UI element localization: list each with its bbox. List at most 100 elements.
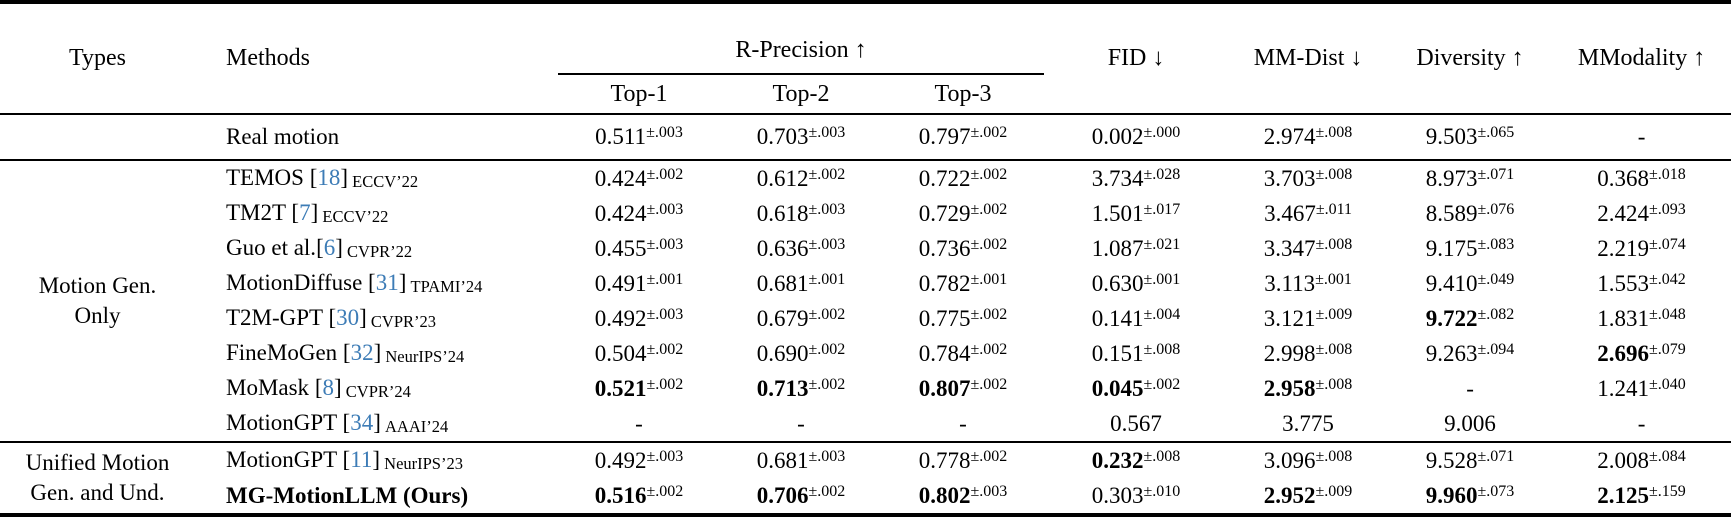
col-header-top2: Top-2 — [772, 80, 830, 107]
std-dev-superscript: ±.159 — [1649, 482, 1686, 500]
cell-mm-dist: 2.998±.008 — [1228, 336, 1388, 371]
metric-value: 9.960 — [1425, 482, 1478, 508]
cell-fid: 1.087±.021 — [1044, 231, 1228, 266]
method-name: MotionGPT — [226, 447, 337, 472]
cell-mmodality: 0.368±.018 — [1552, 160, 1731, 196]
metric-value: 3.467 — [1264, 200, 1316, 226]
table-row: MG-MotionLLM (Ours) 0.516±.002 0.706±.002 0… — [0, 478, 1731, 515]
std-dev-superscript: ±.002 — [970, 200, 1008, 218]
metric-value: 9.006 — [1444, 410, 1496, 436]
col-header-mm-dist: MM-Dist ↓ — [1253, 45, 1363, 71]
citation-link[interactable]: 8 — [322, 375, 334, 400]
col-header-types: Types — [69, 45, 126, 71]
citation-link[interactable]: 7 — [299, 200, 311, 225]
cell-top3: 0.729±.002 — [882, 196, 1044, 231]
cell-mm-dist: 3.347±.008 — [1228, 231, 1388, 266]
std-dev-superscript: ±.008 — [1315, 375, 1353, 393]
type-label — [0, 114, 195, 160]
std-dev-superscript: ±.002 — [808, 165, 846, 183]
metric-value: 0.141 — [1091, 305, 1144, 331]
table-header: Types Methods R-Precision ↑ FID ↓ MM-Dis… — [0, 2, 1731, 114]
std-dev-superscript: ±.074 — [1649, 235, 1686, 253]
cell-top1: 0.492±.003 — [558, 301, 720, 336]
metric-value: 1.087 — [1091, 235, 1144, 261]
metric-value: 0.232 — [1091, 447, 1144, 473]
citation-link[interactable]: 32 — [350, 340, 374, 365]
std-dev-superscript: ±.000 — [1143, 124, 1181, 141]
citation-link[interactable]: 30 — [336, 305, 360, 330]
cell-diversity: 9.175±.083 — [1388, 231, 1552, 266]
table-row: TM2T [7] ECCV’22 0.424±.003 0.618±.003 0.72… — [0, 196, 1731, 231]
metric-value: 1.501 — [1091, 200, 1144, 226]
metric-value: 0.681 — [756, 447, 809, 473]
citation-link[interactable]: 34 — [350, 410, 374, 435]
venue-label: CVPR’24 — [341, 382, 411, 401]
std-dev-superscript: ±.002 — [1143, 375, 1181, 393]
metric-value: - — [635, 410, 643, 436]
cell-mm-dist: 3.467±.011 — [1228, 196, 1388, 231]
metric-value: - — [797, 410, 805, 436]
cell-top3: 0.782±.001 — [882, 266, 1044, 301]
std-dev-superscript: ±.002 — [808, 375, 846, 393]
venue-label: AAAI’24 — [380, 417, 449, 436]
metric-value: 0.492 — [594, 447, 647, 473]
method-name: MoMask — [226, 375, 310, 400]
std-dev-superscript: ±.002 — [808, 305, 846, 323]
citation-link[interactable]: 6 — [323, 235, 336, 260]
metric-value: 9.263 — [1425, 340, 1478, 366]
cell-top3: 0.722±.002 — [882, 160, 1044, 196]
citation-link[interactable]: 31 — [375, 270, 399, 295]
cell-mmodality: 2.219±.074 — [1552, 231, 1731, 266]
std-dev-superscript: ±.001 — [1143, 270, 1181, 288]
cell-fid: 0.002±.000 — [1044, 114, 1228, 160]
cell-diversity: 8.973±.071 — [1388, 160, 1552, 196]
table-row: MoMask [8] CVPR’24 0.521±.002 0.713±.002 0.… — [0, 371, 1731, 406]
std-dev-superscript: ±.040 — [1649, 375, 1686, 393]
std-dev-superscript: ±.008 — [1315, 124, 1353, 141]
method-cell: MotionGPT [34] AAAI’24 — [226, 410, 449, 436]
citation-link[interactable]: 18 — [317, 165, 341, 190]
table-body: Real motion 0.511±.003 0.703±.003 0.797±.00… — [0, 114, 1731, 515]
cell-top2: 0.679±.002 — [720, 301, 882, 336]
metric-value: 0.713 — [756, 375, 809, 401]
metric-value: 3.734 — [1091, 165, 1144, 191]
col-header-top3: Top-3 — [934, 80, 992, 107]
cell-top1: 0.516±.002 — [558, 478, 720, 515]
cell-top1: 0.521±.002 — [558, 371, 720, 406]
table-row: MotionDiffuse [31] TPAMI’24 0.491±.001 0.6… — [0, 266, 1731, 301]
cell-top2: 0.690±.002 — [720, 336, 882, 371]
metric-value: 0.492 — [594, 305, 647, 331]
std-dev-superscript: ±.008 — [1315, 165, 1353, 183]
metric-value: 0.736 — [918, 235, 971, 261]
col-header-r-precision: R-Precision ↑ — [558, 2, 1045, 75]
cell-top2: - — [720, 406, 882, 442]
cell-mm-dist: 3.113±.001 — [1228, 266, 1388, 301]
metric-value: 3.347 — [1263, 235, 1316, 261]
metric-value: 3.703 — [1263, 165, 1316, 191]
cell-fid: 0.567 — [1044, 406, 1228, 442]
std-dev-superscript: ±.071 — [1477, 447, 1515, 465]
metric-value: 0.630 — [1091, 270, 1144, 296]
metric-value: 0.504 — [594, 340, 647, 366]
cell-mmodality: 2.424±.093 — [1552, 196, 1731, 231]
std-dev-superscript: ±.093 — [1649, 200, 1686, 218]
std-dev-superscript: ±.094 — [1477, 340, 1515, 358]
cell-top2: 0.681±.003 — [720, 442, 882, 478]
std-dev-superscript: ±.008 — [1143, 447, 1181, 465]
metric-value: - — [959, 410, 967, 436]
citation-link[interactable]: 11 — [350, 447, 373, 472]
venue-label: NeurIPS’23 — [380, 454, 463, 473]
std-dev-superscript: ±.008 — [1315, 235, 1353, 253]
metric-value: 0.681 — [756, 270, 809, 296]
std-dev-superscript: ±.010 — [1143, 482, 1181, 500]
std-dev-superscript: ±.003 — [970, 482, 1008, 500]
std-dev-superscript: ±.003 — [646, 124, 683, 141]
std-dev-superscript: ±.002 — [646, 340, 684, 358]
std-dev-superscript: ±.079 — [1649, 340, 1686, 358]
cell-diversity: 9.722±.082 — [1388, 301, 1552, 336]
std-dev-superscript: ±.002 — [646, 165, 684, 183]
std-dev-superscript: ±.001 — [808, 270, 846, 288]
venue-label: ECCV’22 — [318, 207, 389, 226]
cell-diversity: 9.503±.065 — [1388, 114, 1552, 160]
